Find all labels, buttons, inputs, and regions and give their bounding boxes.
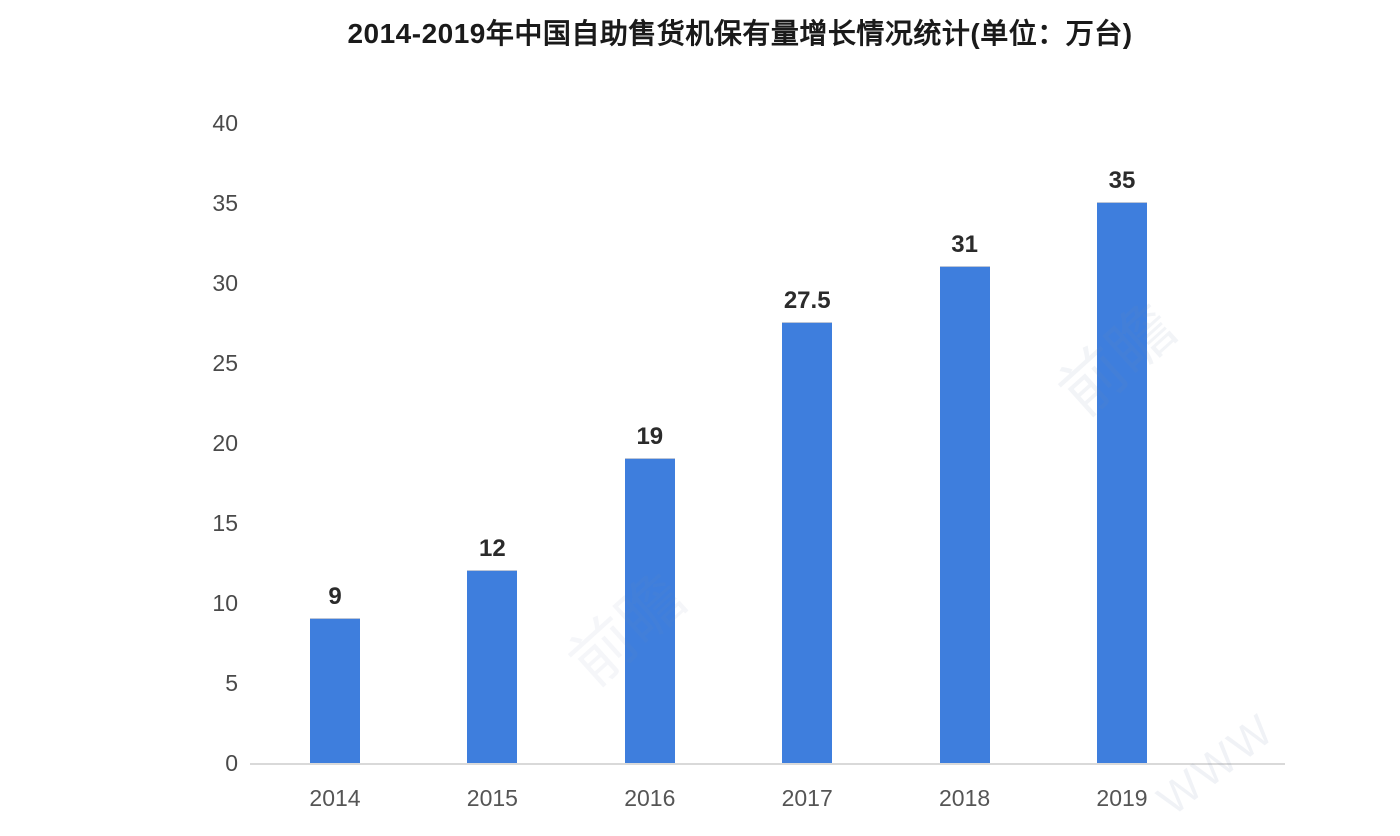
- y-axis-tick-label: 35: [212, 190, 238, 216]
- x-axis-tick-label: 2019: [1096, 785, 1148, 811]
- y-axis-tick-label: 30: [212, 270, 238, 296]
- bar-value-label: 31: [951, 231, 978, 258]
- bar-2015: [467, 571, 518, 763]
- bar-2016: [624, 459, 675, 763]
- bar-2018: [939, 267, 990, 763]
- x-axis-tick-label: 2017: [781, 785, 833, 811]
- chart-title: 2014-2019年中国自助售货机保有量增长情况统计(单位：万台): [347, 18, 1133, 49]
- x-axis-line: [250, 763, 1285, 765]
- x-axis-tick-label: 2018: [939, 785, 991, 811]
- y-axis-tick-label: 20: [212, 430, 238, 456]
- x-axis-tick-label: 2016: [624, 785, 676, 811]
- bar-value-label: 12: [479, 535, 506, 562]
- y-axis-tick-label: 10: [212, 590, 238, 616]
- bar-value-label: 27.5: [783, 287, 831, 314]
- y-axis-tick-label: 40: [212, 110, 238, 136]
- x-axis-tick-label: 2015: [466, 785, 518, 811]
- bar-value-label: 19: [636, 423, 664, 450]
- y-axis-tick-label: 25: [212, 350, 238, 376]
- y-axis-tick-label: 0: [225, 750, 238, 776]
- y-axis-tick-label: 15: [212, 510, 238, 536]
- bar-value-label: 35: [1108, 167, 1136, 194]
- y-axis-tick-label: 5: [225, 670, 238, 696]
- bar-value-label: 9: [328, 583, 342, 610]
- x-axis-tick-label: 2014: [309, 785, 361, 811]
- bar-2017: [782, 323, 833, 763]
- bar-2014: [310, 619, 360, 763]
- bar-2019: [1097, 203, 1147, 763]
